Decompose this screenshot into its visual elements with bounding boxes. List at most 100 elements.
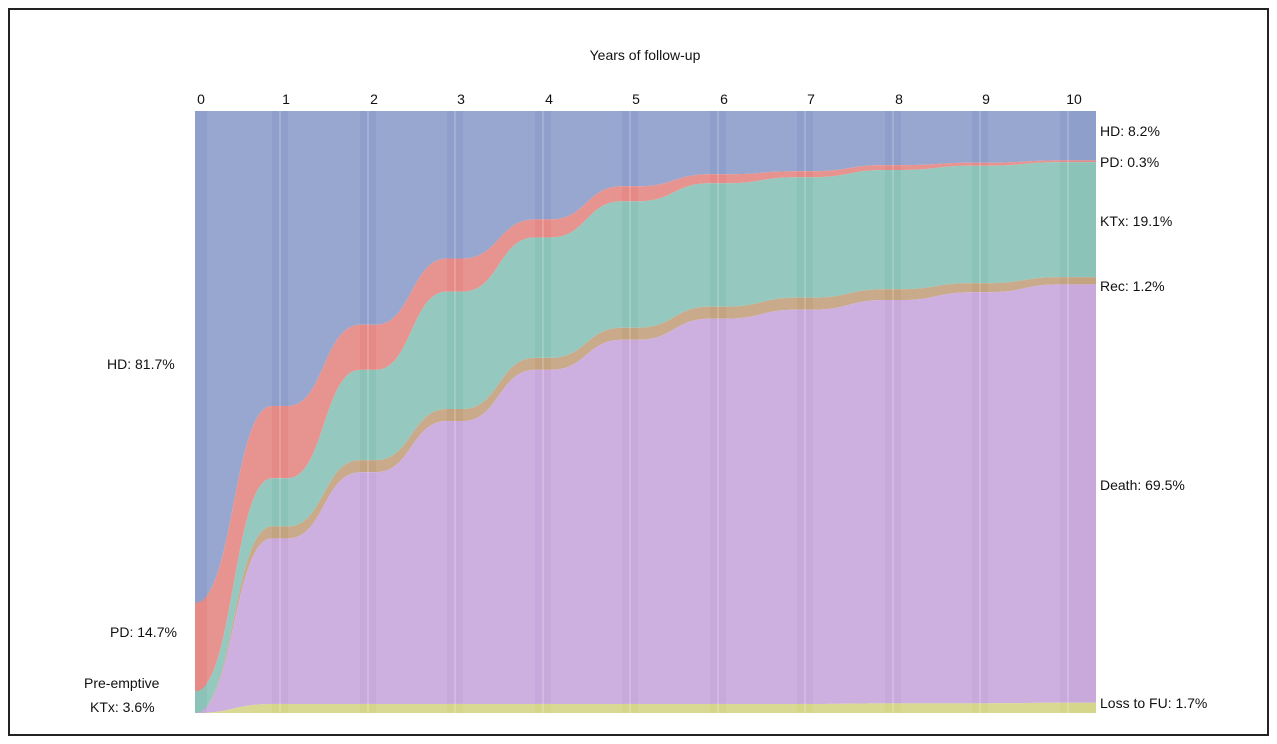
flow-band-death-8 [901, 292, 972, 704]
node-ktx-6 [710, 183, 726, 307]
flow-band-hd-3 [463, 111, 535, 259]
right-label-death: Death: 69.5% [1100, 477, 1185, 493]
node-pd-2 [360, 324, 376, 370]
node-hd-10 [1060, 111, 1096, 161]
node-ktx-8 [885, 169, 901, 290]
node-death-9 [972, 292, 988, 704]
flow-bands [195, 111, 1096, 713]
flow-band-hd-4 [551, 111, 622, 220]
right-label-pd: PD: 0.3% [1100, 154, 1159, 170]
node-lossfu-5 [622, 703, 638, 713]
right-label-hd: HD: 8.2% [1100, 123, 1160, 139]
node-pd-6 [710, 174, 726, 184]
flow-band-death-9 [988, 284, 1060, 704]
flow-band-death-7 [813, 300, 885, 704]
flow-band-hd-0 [195, 111, 272, 603]
flow-band-death-0 [195, 538, 272, 713]
node-lossfu-3 [447, 703, 463, 713]
node-pd-9 [972, 162, 988, 166]
flow-band-rec-9 [988, 277, 1060, 293]
node-ktx-3 [447, 291, 463, 409]
flow-band-pd-2 [376, 258, 447, 370]
flow-band-ktx-2 [376, 291, 447, 461]
node-hd-5 [622, 111, 638, 187]
flow-band-lossfu-8 [901, 703, 972, 713]
node-pd-3 [447, 258, 463, 292]
flow-band-ktx-5 [638, 183, 710, 328]
flow-band-hd-9 [988, 111, 1060, 163]
node-lossfu-7 [797, 703, 813, 713]
flow-band-lossfu-1 [288, 703, 360, 713]
node-hd-9 [972, 111, 988, 163]
flow-band-lossfu-9 [988, 702, 1060, 713]
flow-band-rec-4 [551, 327, 622, 370]
node-ktx-2 [360, 369, 376, 461]
node-ktx-7 [797, 177, 813, 298]
flow-band-lossfu-0 [195, 703, 272, 713]
flow-band-rec-7 [813, 289, 885, 310]
x-tick-label-3: 3 [457, 91, 465, 107]
node-ktx-9 [972, 165, 988, 284]
flow-band-death-6 [726, 309, 797, 704]
flow-band-ktx-8 [901, 165, 972, 290]
node-lossfu-6 [710, 703, 726, 713]
node-hd-8 [885, 111, 901, 166]
flow-band-ktx-6 [726, 177, 797, 307]
x-tick-label-7: 7 [807, 91, 815, 107]
flow-band-rec-8 [901, 283, 972, 301]
flow-band-lossfu-4 [551, 703, 622, 713]
flow-band-ktx-4 [551, 201, 622, 358]
node-rec-10 [1060, 277, 1096, 285]
flow-band-rec-1 [288, 460, 360, 539]
node-pd-7 [797, 171, 813, 178]
flow-band-rec-5 [638, 306, 710, 340]
flow-band-ktx-0 [195, 478, 272, 713]
flow-band-pd-4 [551, 186, 622, 238]
x-tick-label-4: 4 [545, 91, 553, 107]
node-death-4 [535, 369, 551, 704]
node-lossfu-4 [535, 703, 551, 713]
x-tick-label-5: 5 [632, 91, 640, 107]
flow-band-ktx-3 [463, 237, 535, 409]
node-rec-9 [972, 283, 988, 293]
flow-band-lossfu-5 [638, 703, 710, 713]
x-tick-label-0: 0 [197, 91, 205, 107]
node-hd-2 [360, 111, 376, 325]
flow-band-rec-2 [376, 408, 447, 473]
node-ktx-4 [535, 237, 551, 358]
node-death-7 [797, 309, 813, 704]
node-rec-2 [360, 460, 376, 473]
x-tick-label-6: 6 [720, 91, 728, 107]
x-tick-label-8: 8 [895, 91, 903, 107]
flow-band-pd-1 [288, 324, 360, 479]
flow-band-death-1 [288, 472, 360, 704]
node-lossfu-10 [1060, 702, 1096, 713]
x-tick-label-9: 9 [982, 91, 990, 107]
flow-band-ktx-1 [288, 369, 360, 527]
flow-band-rec-0 [195, 526, 272, 713]
flow-band-rec-6 [726, 297, 797, 319]
flow-band-ktx-9 [988, 162, 1060, 284]
node-lossfu-9 [972, 703, 988, 713]
flow-band-lossfu-7 [813, 703, 885, 713]
node-ktx-5 [622, 201, 638, 328]
flow-band-death-5 [638, 318, 710, 704]
flow-band-lossfu-6 [726, 703, 797, 713]
node-ktx-0 [195, 691, 207, 713]
flow-band-pd-6 [726, 171, 797, 184]
left-label-pd: PD: 14.7% [110, 624, 177, 640]
node-death-3 [447, 421, 463, 704]
flow-band-hd-5 [638, 111, 710, 187]
node-death-8 [885, 300, 901, 704]
node-ktx-10 [1060, 162, 1096, 278]
node-ktx-1 [272, 478, 288, 527]
node-death-6 [710, 318, 726, 704]
x-tick-label-10: 10 [1066, 91, 1082, 107]
node-hd-3 [447, 111, 463, 259]
node-pd-10 [1060, 160, 1096, 163]
left-label-preemptive: Pre-emptive [84, 675, 160, 691]
left-label-ktx: KTx: 3.6% [90, 699, 155, 715]
node-pd-5 [622, 186, 638, 202]
flow-band-death-4 [551, 339, 622, 704]
flow-band-pd-0 [195, 405, 272, 692]
